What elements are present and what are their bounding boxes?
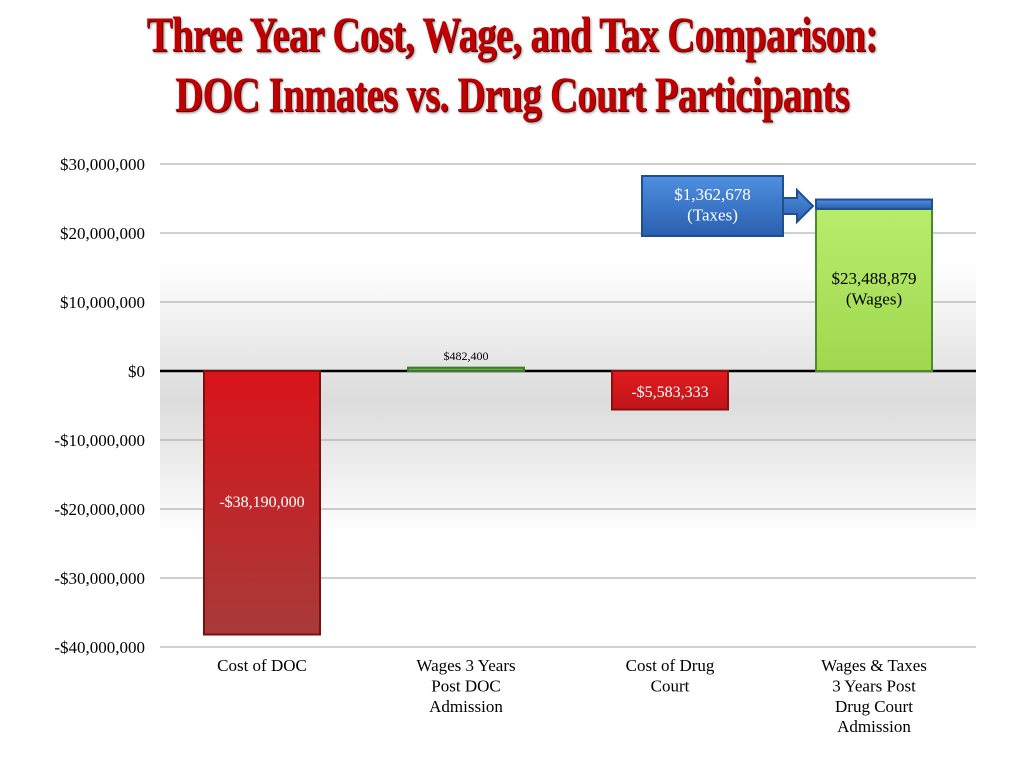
bar — [611, 370, 729, 411]
x-category-label: Wages & Taxes 3 Years Post Drug Court Admis… — [821, 656, 927, 736]
y-tick-label: $0 — [128, 362, 145, 381]
bar — [407, 366, 525, 373]
y-tick-label: $10,000,000 — [60, 293, 145, 312]
x-category-label: Cost of Drug Court — [626, 656, 715, 695]
y-tick-label: -$40,000,000 — [54, 638, 145, 657]
taxes-bar-segment — [815, 198, 933, 210]
taxes-callout-label: $1,362,678 (Taxes) — [674, 185, 751, 224]
chart-title: Three Year Cost, Wage, and Tax Compariso… — [113, 4, 912, 124]
data-label: $482,400 — [444, 349, 489, 363]
x-category-label: Wages 3 Years Post DOC Admission — [416, 656, 515, 716]
chart-title-line-2: DOC Inmates vs. Drug Court Participants — [175, 66, 849, 122]
taxes-callout-arrow — [782, 187, 815, 225]
data-label: -$38,190,000 — [219, 494, 304, 511]
data-label: -$5,583,333 — [631, 384, 708, 401]
chart-title-line-1: Three Year Cost, Wage, and Tax Compariso… — [146, 6, 878, 62]
data-label: $23,488,879 (Wages) — [832, 269, 917, 308]
y-axis-tick-labels: $30,000,000 $20,000,000 $10,000,000 $0 -$10,… — [54, 155, 145, 657]
bars — [203, 198, 933, 636]
taxes-callout-box — [641, 175, 784, 237]
x-axis-category-labels: Cost of DOC Wages 3 Years Post DOC Admissio… — [217, 656, 927, 736]
bar — [203, 370, 321, 636]
x-category-label: Cost of DOC — [217, 656, 307, 675]
y-tick-label: -$30,000,000 — [54, 569, 145, 588]
bar — [815, 207, 933, 372]
y-tick-label: $20,000,000 — [60, 224, 145, 243]
y-tick-label: $30,000,000 — [60, 155, 145, 174]
y-tick-label: -$10,000,000 — [54, 431, 145, 450]
data-labels: -$38,190,000 $482,400 -$5,583,333 $23,488,8… — [219, 175, 917, 511]
y-tick-label: -$20,000,000 — [54, 500, 145, 519]
